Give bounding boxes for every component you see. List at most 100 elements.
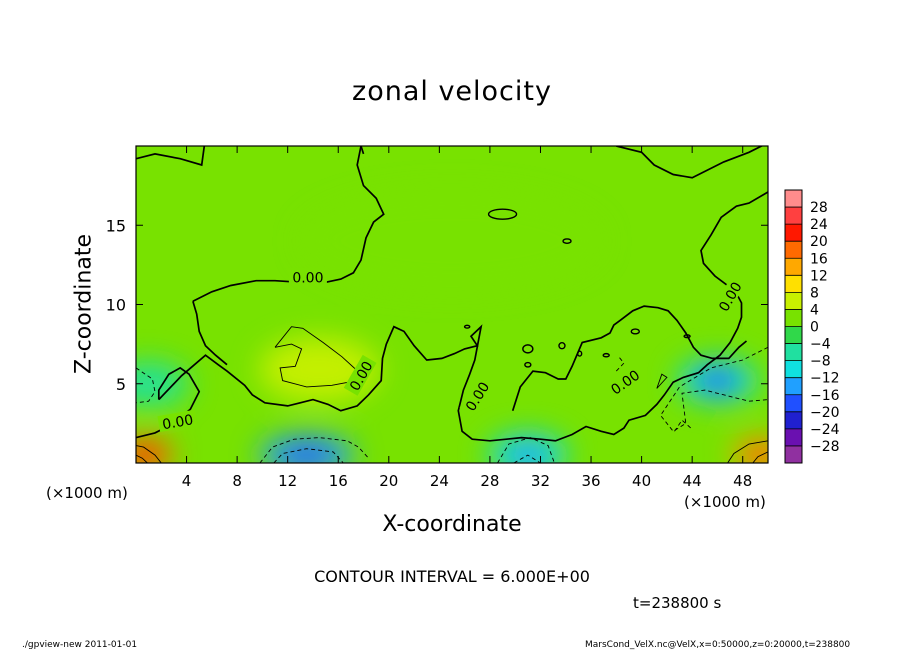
colorbar-swatch — [785, 445, 802, 464]
colorbar-swatch — [785, 394, 802, 413]
contour-zero-closed — [562, 238, 572, 245]
contour-zero-closed — [558, 342, 566, 350]
colorbar-label: −4 — [810, 337, 831, 353]
x-tick-label: 12 — [278, 472, 297, 490]
contour-negative — [660, 346, 768, 432]
colorbar-swatch — [785, 207, 802, 225]
colorbar-label: 12 — [810, 268, 828, 284]
contour-label-bg — [712, 275, 746, 317]
field-feature-core — [695, 367, 740, 394]
contour-zero — [192, 146, 385, 303]
x-tick-label: 36 — [581, 472, 600, 490]
contour-zero — [136, 146, 206, 167]
colorbar-swatch — [785, 326, 802, 344]
contour-label: 0.00 — [157, 409, 198, 433]
x-axis-ticks: 4 8 12 16 20 24 28 32 36 40 44 48 — [182, 146, 752, 490]
x-tick-label: 24 — [430, 472, 449, 490]
colorbar-label: −20 — [810, 405, 840, 421]
colorbar-label: −16 — [810, 388, 840, 404]
contour-positive — [656, 373, 668, 389]
contour-positive — [274, 326, 357, 388]
contour-label-bg — [157, 409, 198, 432]
colorbar-swatch — [785, 360, 802, 378]
x-tick-label: 4 — [182, 472, 192, 490]
contour-corner — [136, 445, 162, 463]
colorbar-swatch — [785, 343, 802, 361]
colorbar-swatch — [785, 292, 802, 310]
contour-corner — [727, 440, 768, 463]
colorbar-swatch — [785, 377, 802, 396]
y-tick-label: 5 — [116, 375, 126, 394]
x-axis-label: X-coordinate — [382, 512, 522, 537]
colorbar-frame — [784, 189, 803, 464]
footer-left: ./gpview-new 2011-01-01 — [22, 640, 138, 650]
zero-contour-lines — [136, 146, 768, 463]
colorbar-swatch — [785, 224, 802, 242]
contour-negative — [615, 356, 625, 372]
x-tick-label: 32 — [531, 472, 550, 490]
colorbar-label: 16 — [810, 251, 828, 267]
time-stamp: t=238800 s — [633, 594, 722, 612]
x-tick-label: 20 — [379, 472, 398, 490]
contour-label-bg — [459, 375, 494, 417]
colorbar-label: 24 — [810, 217, 828, 233]
field-feature-core — [745, 444, 768, 463]
field-feature-core — [505, 441, 550, 463]
contour-label-bg — [288, 268, 327, 285]
colorbar-label: −24 — [810, 422, 840, 438]
heatmap-field — [136, 146, 768, 463]
y-axis-label: Z-coordinate — [71, 234, 97, 374]
colorbar-label: 20 — [810, 234, 828, 250]
x-unit-label-right: (×1000 m) — [684, 493, 766, 511]
x-unit-label-left: (×1000 m) — [46, 484, 128, 502]
colorbar-label: 28 — [810, 200, 828, 216]
colorbar-swatch — [785, 241, 802, 259]
y-axis-ticks: 5 10 15 — [106, 216, 768, 394]
contour-zero-closed — [683, 334, 691, 339]
contour-zero-closed — [522, 344, 534, 354]
colorbar-label: −12 — [810, 371, 840, 387]
field-feature-core — [280, 443, 334, 463]
contour-zero-closed — [463, 324, 471, 329]
colorbar-swatch — [785, 411, 802, 430]
x-tick-label: 8 — [232, 472, 242, 490]
chart-title: zonal velocity — [352, 76, 552, 107]
contour-label-bg — [343, 354, 377, 396]
contour-negative — [273, 448, 344, 463]
contour-zero-closed — [487, 208, 518, 220]
colorbar-swatch — [785, 190, 802, 208]
y-tick-label: 10 — [106, 296, 126, 315]
colorbar-label: 8 — [810, 285, 819, 301]
contour-negative — [513, 454, 541, 463]
colorbar-swatch — [785, 309, 802, 327]
contour-interval-note: CONTOUR INTERVAL = 6.000E+00 — [314, 567, 590, 586]
contour-label-text: 0.00 — [161, 412, 194, 433]
contour-labels: 0.000.000.00 0.000.000.00 — [157, 268, 746, 433]
colorbar-label: −28 — [810, 439, 840, 455]
contour-zero-closed — [602, 352, 610, 358]
contour-corner — [752, 451, 768, 463]
x-tick-label: 28 — [480, 472, 499, 490]
contour-zero — [192, 301, 228, 366]
y-tick-label: 15 — [106, 216, 126, 235]
contour-zero-closed — [524, 361, 532, 368]
colorbar-label: 0 — [810, 320, 819, 336]
contour-label-text: 0.00 — [292, 271, 323, 287]
field-blob — [302, 191, 602, 292]
colorbar-swatch — [785, 258, 802, 276]
contour-zero — [360, 146, 365, 155]
contour-label: 0.00 — [288, 268, 327, 287]
contour-zero-closed — [576, 350, 583, 357]
footer-right: MarsCond_VelX.nc@VelX,x=0:50000,z=0:2000… — [585, 640, 851, 650]
x-tick-label: 44 — [683, 472, 702, 490]
contour-negative — [497, 437, 555, 463]
contour-zero — [616, 146, 764, 179]
colorbar-label: 4 — [810, 302, 819, 318]
colorbar-swatch — [785, 428, 802, 447]
colorbar-swatch — [785, 275, 802, 293]
contour-label-bg — [604, 363, 645, 399]
contour-zero-closed — [630, 328, 640, 335]
contour-zero — [511, 305, 748, 411]
